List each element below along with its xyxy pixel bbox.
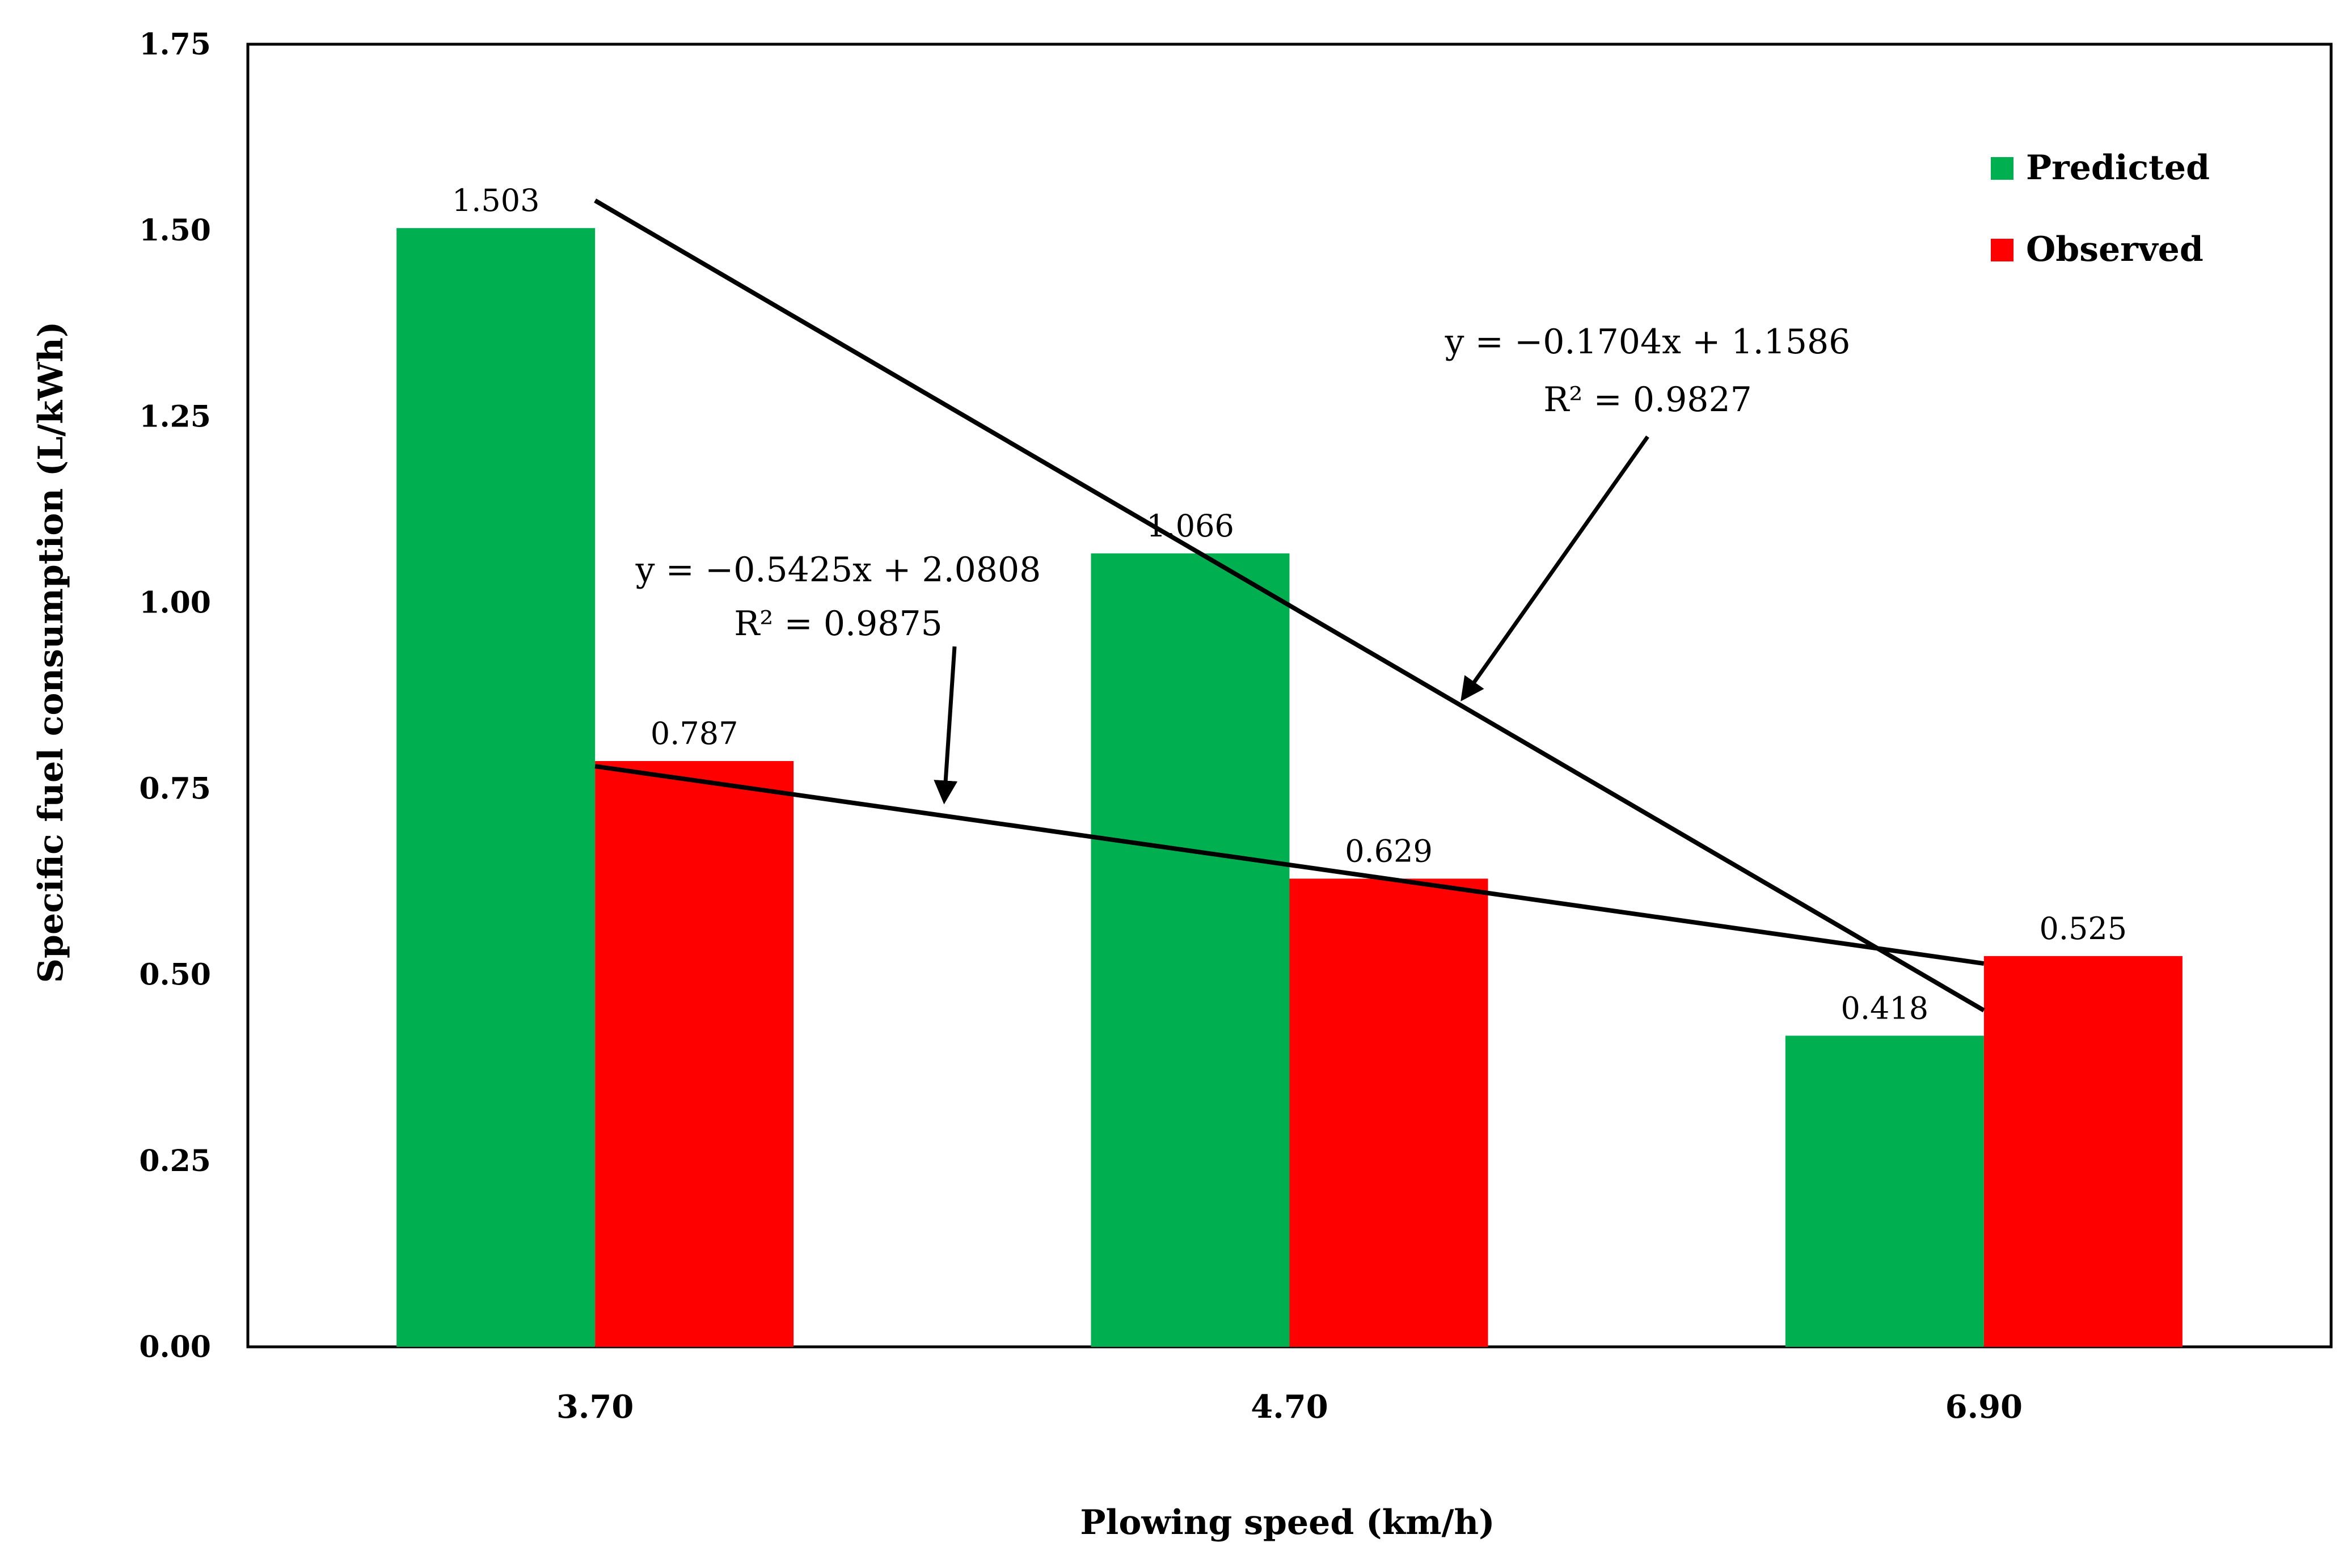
- data-label-observed-6.90: 0.525: [2040, 911, 2128, 946]
- data-label-predicted-6.90: 0.418: [1841, 990, 1929, 1026]
- x-axis-title: Plowing speed (km/h): [1080, 1503, 1495, 1542]
- y-axis-title: Specific fuel consumption (L/kWh): [31, 322, 71, 983]
- y-tick-label: 0.75: [139, 772, 211, 806]
- legend-label-observed: Observed: [2026, 230, 2204, 269]
- bar-predicted-3.70: [396, 228, 596, 1347]
- trendline-r2-observed: R² = 0.9875: [734, 604, 943, 644]
- y-tick-label: 1.25: [139, 399, 211, 434]
- y-axis-ticks: 0.00 0.25 0.50 0.75 1.00 1.25 1.50 1.75: [139, 27, 211, 1364]
- trendline-annotation-observed: y = −0.5425x + 2.0808 R² = 0.9875: [635, 550, 1041, 644]
- bars: [396, 228, 2183, 1347]
- trendline-equation-predicted: y = −0.1704x + 1.1586: [1445, 322, 1851, 362]
- bar-observed-3.70: [595, 761, 794, 1347]
- y-tick-label: 0.25: [139, 1144, 211, 1178]
- trend-lines: [594, 198, 1985, 1013]
- bar-predicted-6.90: [1785, 1036, 1984, 1347]
- trendline-equation-observed: y = −0.5425x + 2.0808: [635, 550, 1041, 590]
- x-tick-label: 4.70: [1251, 1388, 1328, 1426]
- y-tick-label: 0.50: [139, 958, 211, 992]
- bar-observed-6.90: [1983, 956, 2183, 1347]
- data-label-observed-3.70: 0.787: [651, 716, 738, 751]
- y-tick-label: 1.00: [139, 585, 211, 620]
- annotation-arrow-predicted: [1460, 435, 1649, 701]
- bar-predicted-4.70: [1091, 553, 1290, 1347]
- legend-swatch-observed: [1991, 239, 2013, 261]
- y-tick-label: 1.50: [139, 213, 211, 248]
- trendline-observed: [594, 764, 1985, 966]
- x-tick-label: 3.70: [556, 1388, 634, 1426]
- legend-swatch-predicted: [1991, 157, 2013, 180]
- bar-observed-4.70: [1289, 878, 1488, 1347]
- x-tick-label: 6.90: [1945, 1388, 2023, 1426]
- legend-label-predicted: Predicted: [2026, 148, 2210, 188]
- trendline-r2-predicted: R² = 0.9827: [1543, 380, 1752, 420]
- legend: Predicted Observed: [1991, 148, 2210, 269]
- data-label-predicted-4.70: 1.066: [1146, 508, 1234, 544]
- data-label-predicted-3.70: 1.503: [452, 183, 540, 218]
- y-tick-label: 1.75: [139, 27, 211, 62]
- annotation-arrow-observed: [934, 646, 958, 805]
- trendline-predicted: [594, 198, 1985, 1013]
- trendline-annotation-predicted: y = −0.1704x + 1.1586 R² = 0.9827: [1445, 322, 1851, 420]
- y-tick-label: 0.00: [139, 1330, 211, 1364]
- data-label-observed-4.70: 0.629: [1345, 833, 1433, 869]
- x-axis-ticks: 3.70 4.70 6.90: [556, 1388, 2023, 1426]
- data-labels: 1.503 0.787 1.066 0.629 0.418 0.525: [452, 183, 2127, 1026]
